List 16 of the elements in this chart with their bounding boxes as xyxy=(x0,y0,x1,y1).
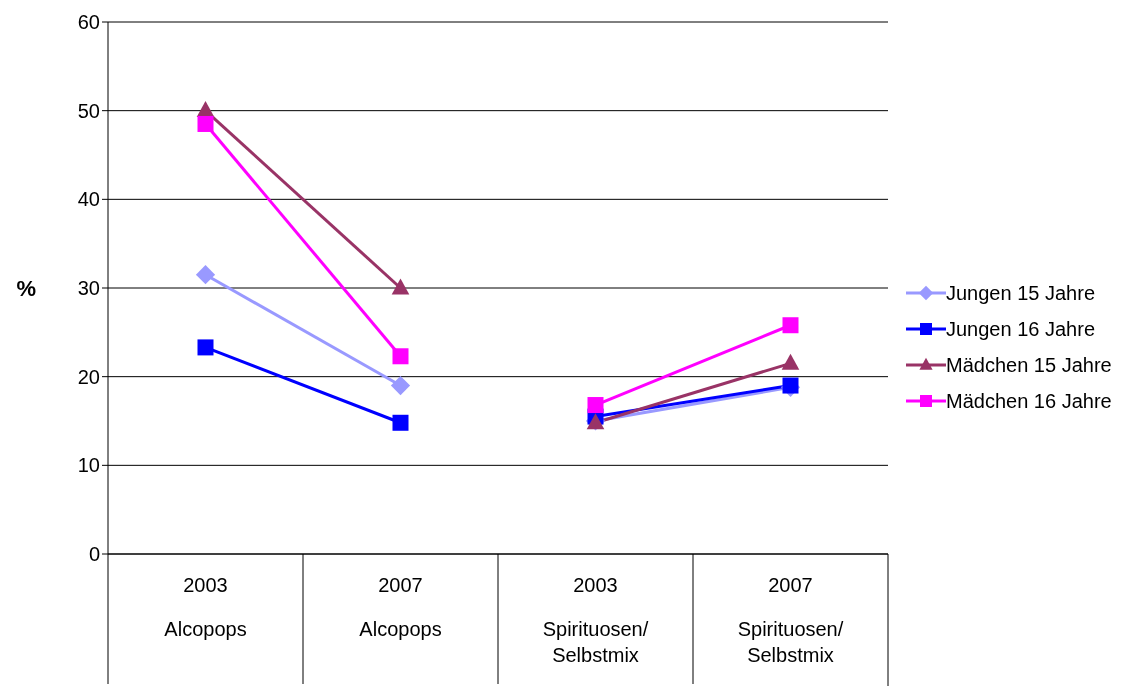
legend-label: Jungen 16 Jahre xyxy=(946,317,1096,341)
y-tick-label: 0 xyxy=(88,543,100,566)
legend-label: Jungen 15 Jahre xyxy=(946,281,1096,305)
legend-label: Mädchen 15 Jahre xyxy=(946,353,1112,377)
y-tick-label: 20 xyxy=(77,365,100,388)
x-tick-label: 2007 Alcopops xyxy=(359,574,442,640)
x-tick-label: 2003 Spirituosen/ Selbstmix xyxy=(542,574,649,666)
y-axis-title: % xyxy=(16,275,36,301)
x-tick-label: 2003 Alcopops xyxy=(164,574,247,640)
x-tick-label: 2007 Spirituosen/ Selbstmix xyxy=(737,574,844,666)
y-tick-label: 10 xyxy=(77,454,100,477)
y-tick-label: 60 xyxy=(77,11,100,34)
legend-label: Mädchen 16 Jahre xyxy=(946,389,1112,413)
y-tick-label: 50 xyxy=(77,99,100,122)
y-tick-label: 40 xyxy=(77,188,100,211)
y-tick-label: 30 xyxy=(77,277,100,300)
